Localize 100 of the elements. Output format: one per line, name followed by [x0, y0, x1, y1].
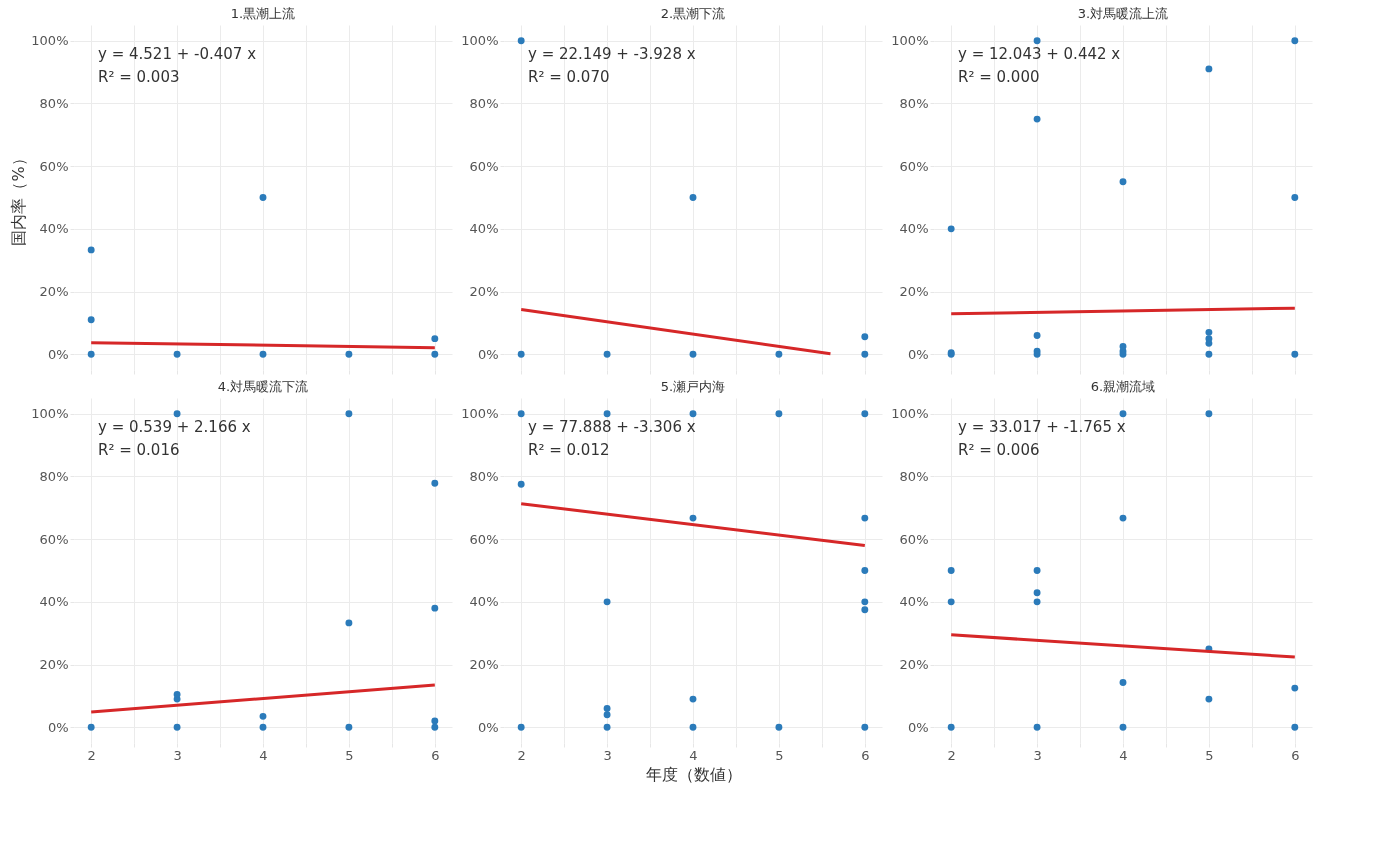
point	[861, 723, 869, 731]
x-tick-label: 4	[1119, 747, 1128, 763]
annotation: y = 33.017 + -1.765 x	[958, 418, 1126, 436]
point	[603, 410, 611, 418]
y-tick-label: 60%	[469, 531, 499, 547]
y-tick-label: 80%	[469, 468, 499, 484]
point	[517, 480, 525, 488]
x-tick-label: 5	[775, 747, 784, 763]
chart-title: 3.対馬暖流上流	[1077, 6, 1169, 21]
point	[947, 225, 955, 233]
y-tick-label: 40%	[469, 594, 499, 610]
point	[861, 410, 869, 418]
annotation: y = 22.149 + -3.928 x	[528, 45, 696, 63]
annotation: R² = 0.000	[958, 68, 1040, 86]
chart-title: 1.黒潮上流	[230, 6, 296, 21]
annotation: R² = 0.016	[98, 441, 180, 459]
x-tick-label: 6	[861, 747, 870, 763]
point	[517, 350, 525, 358]
point	[775, 723, 783, 731]
y-tick-label: 20%	[469, 284, 499, 300]
point	[259, 350, 267, 358]
point	[87, 316, 95, 324]
point	[689, 514, 697, 522]
y-tick-label: 100%	[31, 406, 69, 422]
x-tick-label: 3	[173, 747, 182, 763]
point	[689, 410, 697, 418]
y-tick-label: 40%	[39, 221, 69, 237]
point	[517, 37, 525, 45]
point	[87, 246, 95, 254]
point	[431, 604, 439, 612]
y-tick-label: 0%	[477, 346, 499, 362]
point	[1291, 194, 1299, 201]
point	[259, 712, 267, 720]
point	[1033, 115, 1041, 123]
point	[603, 598, 611, 606]
x-tick-label: 2	[87, 747, 96, 763]
point	[689, 695, 697, 703]
point	[1205, 350, 1213, 358]
point	[431, 479, 439, 487]
y-tick-label: 20%	[39, 284, 69, 300]
point	[689, 723, 697, 731]
y-tick-label: 0%	[47, 719, 69, 735]
point	[689, 350, 697, 358]
annotation: y = 0.539 + 2.166 x	[98, 418, 251, 436]
point	[1205, 65, 1213, 73]
point	[1205, 695, 1213, 703]
y-tick-label: 60%	[39, 158, 69, 174]
y-tick-label: 60%	[899, 531, 929, 547]
annotation: y = 4.521 + -0.407 x	[98, 45, 257, 63]
point	[861, 333, 869, 341]
point	[861, 350, 869, 358]
point	[431, 723, 439, 731]
y-tick-label: 100%	[891, 33, 929, 49]
point	[1033, 37, 1041, 45]
x-tick-label: 3	[603, 747, 612, 763]
point	[689, 194, 697, 201]
point	[1119, 514, 1127, 522]
point	[1291, 684, 1299, 692]
point	[1205, 328, 1213, 336]
y-tick-label: 0%	[907, 346, 929, 362]
point	[1205, 410, 1213, 418]
y-tick-label: 60%	[39, 531, 69, 547]
annotation: y = 77.888 + -3.306 x	[528, 418, 696, 436]
y-tick-label: 80%	[39, 468, 69, 484]
point	[1033, 589, 1041, 597]
x-tick-label: 3	[1033, 747, 1042, 763]
y-tick-label: 20%	[899, 657, 929, 673]
point	[259, 723, 267, 731]
chart-title: 4.対馬暖流下流	[217, 379, 309, 394]
point	[173, 690, 181, 698]
point	[1119, 679, 1127, 686]
point	[1033, 567, 1041, 574]
y-tick-label: 60%	[899, 158, 929, 174]
point	[173, 410, 181, 418]
point	[431, 335, 439, 343]
y-tick-label: 0%	[477, 719, 499, 735]
y-tick-label: 0%	[907, 719, 929, 735]
y-tick-label: 100%	[461, 406, 499, 422]
y-tick-label: 100%	[31, 33, 69, 49]
y-tick-label: 80%	[39, 95, 69, 111]
x-tick-label: 2	[947, 747, 956, 763]
chart-title: 5.瀬戸内海	[660, 379, 726, 394]
annotation: R² = 0.070	[528, 68, 610, 86]
point	[775, 350, 783, 358]
point	[861, 598, 869, 606]
point	[345, 350, 353, 358]
point	[1119, 343, 1127, 350]
point	[1033, 332, 1041, 339]
y-tick-label: 20%	[899, 284, 929, 300]
point	[87, 723, 95, 731]
point	[861, 567, 869, 574]
point	[1291, 37, 1299, 45]
point	[1291, 723, 1299, 731]
x-tick-label: 4	[689, 747, 698, 763]
point	[517, 410, 525, 418]
point	[947, 567, 955, 574]
point	[345, 723, 353, 731]
point	[1033, 723, 1041, 731]
y-tick-label: 80%	[899, 468, 929, 484]
point	[1033, 598, 1041, 606]
